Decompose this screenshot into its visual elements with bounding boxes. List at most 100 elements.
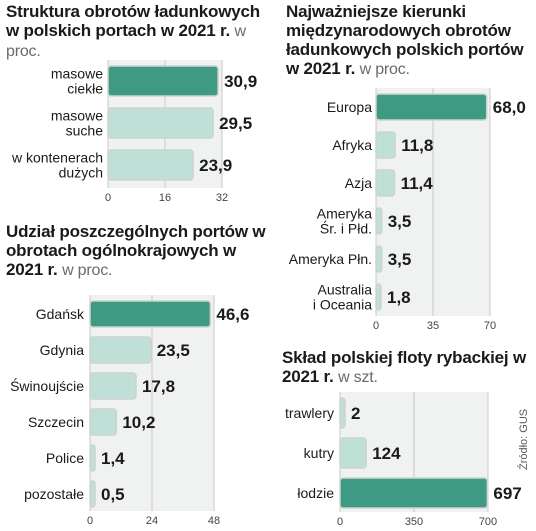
data-label: 3,5 xyxy=(388,250,412,269)
bar xyxy=(89,300,212,328)
bar xyxy=(375,283,382,311)
category-label: trawlery xyxy=(285,405,334,421)
x-tick-label: 700 xyxy=(479,516,497,528)
bar xyxy=(339,397,346,429)
bar xyxy=(89,336,152,364)
category-label: Police xyxy=(46,450,84,466)
data-label: 11,4 xyxy=(401,174,434,193)
category-label-line: Ameryka xyxy=(317,206,372,222)
category-label-line: suche xyxy=(66,123,104,139)
category-label-line: Szczecin xyxy=(28,414,84,430)
data-label: 2 xyxy=(351,404,360,423)
bar xyxy=(89,408,118,436)
category-label-line: Świnoujście xyxy=(10,377,84,394)
plot-area: 0 24 48 46,6 Gdańsk 23,5 Gdynia 17,8 Świnoujście… xyxy=(10,295,249,527)
x-tick-label: 0 xyxy=(337,516,343,528)
bar xyxy=(89,480,96,508)
category-label: Gdynia xyxy=(40,342,85,358)
category-label-line: Gdynia xyxy=(40,342,85,358)
chart-directions: 0 35 70 68,0 Europa 11,8 Afryka 11,4 Azja 3,5 Amer… xyxy=(289,88,526,332)
category-label: Australia i Oceania xyxy=(313,282,372,313)
x-tick-label: 0 xyxy=(105,192,111,204)
category-label: Ameryka Płn. xyxy=(289,251,372,267)
x-tick-label: 350 xyxy=(405,516,423,528)
chart-title: Udział poszczególnych portów w obrotach … xyxy=(6,222,266,279)
category-label: Świnoujście xyxy=(10,377,84,394)
data-label: 23,5 xyxy=(157,341,190,360)
x-tick-label: 24 xyxy=(146,515,158,527)
bar xyxy=(375,131,396,159)
category-label-line: Australia xyxy=(318,282,373,298)
category-label: masowe suche xyxy=(51,108,103,139)
category-label: Afryka xyxy=(332,137,372,153)
category-label-line: masowe xyxy=(51,66,103,82)
x-tick-label: 48 xyxy=(208,515,220,527)
data-label: 697 xyxy=(493,484,521,503)
x-tick-label: 35 xyxy=(427,320,439,332)
bar xyxy=(375,245,383,273)
x-tick-label: 70 xyxy=(484,320,496,332)
panel-fishing-fleet: Skład polskiej floty rybackiej w 2021 r.… xyxy=(282,348,532,387)
panel-ports-share: Udział poszczególnych portów w obrotach … xyxy=(6,222,276,280)
category-label-line: Azja xyxy=(345,175,372,191)
bar xyxy=(375,169,396,197)
data-label: 1,8 xyxy=(387,288,411,307)
bar xyxy=(89,444,96,472)
category-label: kutry xyxy=(304,445,334,461)
category-label-line: ciekłe xyxy=(67,81,103,97)
source-note: Źródło: GUS xyxy=(518,408,530,470)
category-label: Ameryka Śr. i Płd. xyxy=(317,206,372,237)
chart-title: Najważniejsze kierunki międzynarodowych … xyxy=(286,2,524,78)
category-label-line: kutry xyxy=(304,445,334,461)
data-label: 11,8 xyxy=(401,136,433,155)
data-label: 1,4 xyxy=(101,449,125,468)
category-label-line: masowe xyxy=(51,108,103,124)
data-label: 29,5 xyxy=(219,114,252,133)
category-label: Szczecin xyxy=(28,414,84,430)
chart-title: Struktura obrotów ładunkowych w polskich… xyxy=(6,2,260,60)
bar xyxy=(107,107,214,139)
category-label-line: dużych xyxy=(59,165,103,181)
chart-title: Skład polskiej floty rybackiej w 2021 r.… xyxy=(282,348,526,386)
bar xyxy=(375,207,383,235)
x-tick-label: 16 xyxy=(159,192,171,204)
bar xyxy=(339,437,367,469)
chart-unit: w proc. xyxy=(6,23,246,60)
category-label: masowe ciekłe xyxy=(51,66,103,97)
category-label-line: i Oceania xyxy=(313,297,372,313)
plot-area: 0 350 700 2 trawlery 124 kutry 697 łodzie xyxy=(285,392,522,528)
data-label: 68,0 xyxy=(493,98,526,117)
chart-unit: w proc. xyxy=(62,262,113,279)
data-label: 10,2 xyxy=(122,413,155,432)
bar xyxy=(89,372,137,400)
category-label: łodzie xyxy=(297,485,334,501)
category-label-line: Europa xyxy=(327,99,372,115)
bar xyxy=(107,149,194,181)
bar xyxy=(107,65,219,97)
chart-unit: w proc. xyxy=(359,61,410,78)
category-label-line: trawlery xyxy=(285,405,334,421)
category-label: w kontenerach dużych xyxy=(11,150,103,181)
bar xyxy=(339,477,489,509)
plot-area: 0 35 70 68,0 Europa 11,8 Afryka 11,4 Azja 3,5 Amer… xyxy=(289,88,526,332)
category-label-line: łodzie xyxy=(297,485,334,501)
category-label: Europa xyxy=(327,99,372,115)
data-label: 46,6 xyxy=(216,305,249,324)
data-label: 17,8 xyxy=(142,377,175,396)
chart-ports-share: 0 24 48 46,6 Gdańsk 23,5 Gdynia 17,8 Świnoujście… xyxy=(10,295,249,527)
bar xyxy=(375,93,488,121)
category-label-line: Ameryka Płn. xyxy=(289,251,372,267)
data-label: 30,9 xyxy=(224,72,257,91)
category-label-line: Police xyxy=(46,450,84,466)
x-tick-label: 0 xyxy=(87,515,93,527)
data-label: 0,5 xyxy=(101,485,125,504)
category-label: Azja xyxy=(345,175,372,191)
x-tick-label: 0 xyxy=(373,320,379,332)
category-label-line: Śr. i Płd. xyxy=(320,220,372,237)
x-tick-label: 32 xyxy=(216,192,228,204)
data-label: 124 xyxy=(372,444,401,463)
category-label-line: pozostałe xyxy=(24,486,84,502)
chart-unit: w szt. xyxy=(338,369,378,386)
